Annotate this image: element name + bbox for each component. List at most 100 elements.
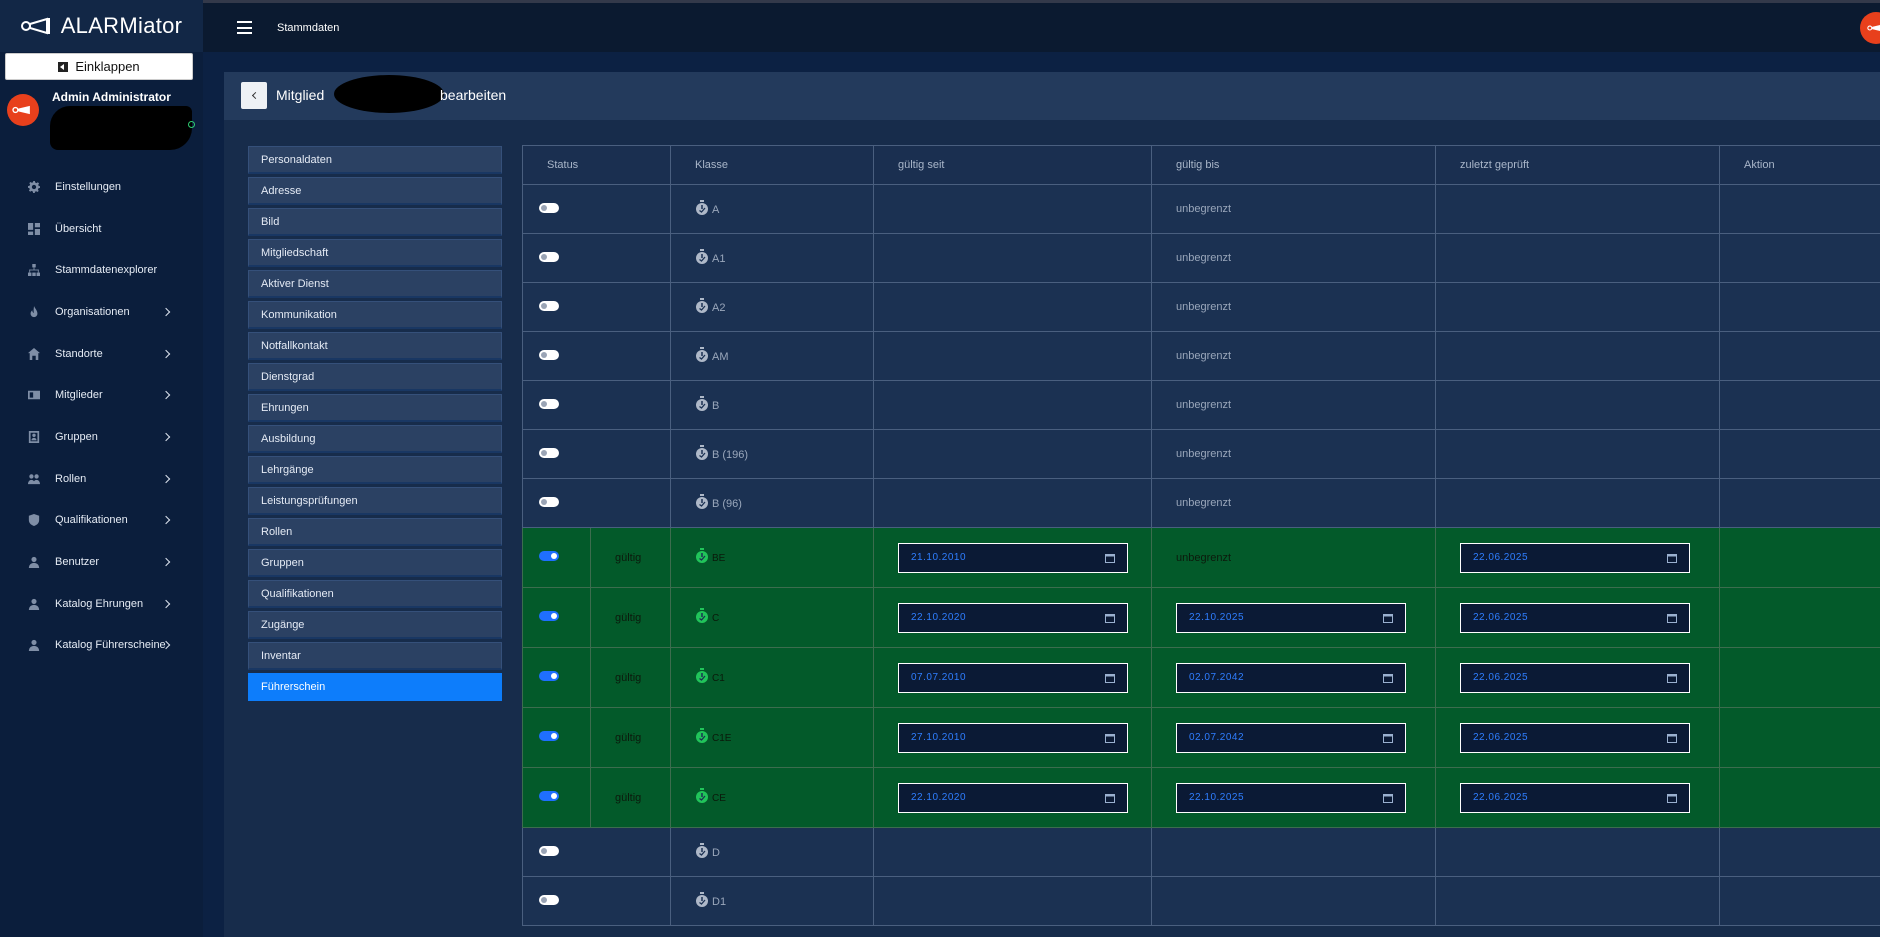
sidebar-item-katalog-ehrungen[interactable]: Katalog Ehrungen bbox=[0, 583, 203, 625]
status-toggle[interactable] bbox=[539, 398, 559, 409]
tab-inventar[interactable]: Inventar bbox=[248, 642, 502, 670]
hamburger-menu-icon[interactable] bbox=[237, 21, 252, 34]
status-cell bbox=[522, 233, 591, 283]
status-toggle[interactable] bbox=[539, 611, 559, 621]
tab-ausbildung[interactable]: Ausbildung bbox=[248, 425, 502, 453]
tab-rollen[interactable]: Rollen bbox=[248, 518, 502, 546]
tab-lehrgänge[interactable]: Lehrgänge bbox=[248, 456, 502, 484]
status-toggle[interactable] bbox=[539, 447, 559, 458]
status-toggle[interactable] bbox=[539, 349, 559, 360]
status-toggle[interactable] bbox=[539, 300, 559, 311]
gueltig-seit-input[interactable]: 22.10.2020 bbox=[898, 782, 1128, 813]
tab-notfallkontakt[interactable]: Notfallkontakt bbox=[248, 332, 502, 360]
tab-führerschein[interactable]: Führerschein bbox=[248, 673, 502, 701]
status-cell bbox=[522, 587, 591, 648]
tab-leistungsprüfungen[interactable]: Leistungsprüfungen bbox=[248, 487, 502, 515]
flame-icon bbox=[27, 305, 41, 319]
zuletzt-geprueft-input[interactable]: 22.06.2025 bbox=[1460, 542, 1690, 573]
klasse-cell: B (96) bbox=[670, 478, 874, 528]
status-toggle[interactable] bbox=[539, 202, 559, 213]
gueltig-bis-input[interactable]: 02.07.2042 bbox=[1176, 722, 1406, 753]
unlimited-label: unbegrenzt bbox=[1176, 551, 1232, 564]
seit-cell: 07.07.2010 bbox=[873, 647, 1152, 708]
sidebar-item-organisationen[interactable]: Organisationen bbox=[0, 291, 203, 333]
collapse-label: Einklappen bbox=[75, 59, 140, 74]
status-toggle[interactable] bbox=[539, 791, 559, 801]
gueltig-seit-input[interactable]: 27.10.2010 bbox=[898, 722, 1128, 753]
status-toggle[interactable] bbox=[539, 731, 559, 741]
tab-personaldaten[interactable]: Personaldaten bbox=[248, 146, 502, 174]
status-cell bbox=[522, 767, 591, 828]
gueltig-seit-input[interactable]: 22.10.2020 bbox=[898, 602, 1128, 633]
sidebar-item-label: Mitglieder bbox=[55, 389, 103, 402]
header-gueltig-seit[interactable]: gültig seit bbox=[873, 145, 1152, 185]
calendar-icon bbox=[1383, 793, 1393, 803]
tab-adresse[interactable]: Adresse bbox=[248, 177, 502, 205]
zuletzt-geprueft-input[interactable]: 22.06.2025 bbox=[1460, 662, 1690, 693]
zuletzt-geprueft-input[interactable]: 22.06.2025 bbox=[1460, 602, 1690, 633]
sidebar-item-mitglieder[interactable]: Mitglieder bbox=[0, 374, 203, 416]
table-row: A2 unbegrenzt bbox=[522, 282, 1880, 332]
avatar[interactable] bbox=[7, 94, 39, 126]
tab-gruppen[interactable]: Gruppen bbox=[248, 549, 502, 577]
seit-cell bbox=[873, 282, 1152, 332]
chevron-right-icon bbox=[161, 432, 171, 442]
tab-ehrungen[interactable]: Ehrungen bbox=[248, 394, 502, 422]
tab-mitgliedschaft[interactable]: Mitgliedschaft bbox=[248, 239, 502, 267]
klasse-cell: A2 bbox=[670, 282, 874, 332]
zuletzt-geprueft-input[interactable]: 22.06.2025 bbox=[1460, 722, 1690, 753]
status-toggle[interactable] bbox=[539, 251, 559, 262]
header-gueltig-bis[interactable]: gültig bis bbox=[1151, 145, 1436, 185]
collapse-button[interactable]: Einklappen bbox=[5, 53, 193, 80]
top-avatar[interactable] bbox=[1860, 12, 1880, 44]
tab-zugänge[interactable]: Zugänge bbox=[248, 611, 502, 639]
unlimited-label: unbegrenzt bbox=[1176, 448, 1232, 460]
gueltig-bis-input[interactable]: 02.07.2042 bbox=[1176, 662, 1406, 693]
header-klasse[interactable]: Klasse bbox=[670, 145, 874, 185]
gueltig-seit-input[interactable]: 07.07.2010 bbox=[898, 662, 1128, 693]
dashboard-icon bbox=[27, 222, 41, 236]
sidebar-item-standorte[interactable]: Standorte bbox=[0, 333, 203, 375]
status-cell bbox=[522, 380, 591, 430]
status-toggle[interactable] bbox=[539, 671, 559, 681]
action-cell bbox=[1719, 647, 1880, 708]
sidebar-item-gruppen[interactable]: Gruppen bbox=[0, 416, 203, 458]
tab-bild[interactable]: Bild bbox=[248, 208, 502, 236]
redacted-area bbox=[50, 106, 192, 150]
status-toggle[interactable] bbox=[539, 845, 559, 856]
action-cell bbox=[1719, 282, 1880, 332]
tab-dienstgrad[interactable]: Dienstgrad bbox=[248, 363, 502, 391]
horn-logo-icon bbox=[20, 17, 50, 35]
sidebar-item-rollen[interactable]: Rollen bbox=[0, 458, 203, 500]
tab-aktiver-dienst[interactable]: Aktiver Dienst bbox=[248, 270, 502, 298]
klasse-cell: AM bbox=[670, 331, 874, 381]
table-row: gültig BE 21.10.2010 unbegrenzt 22.06.2025 bbox=[522, 527, 1880, 588]
sidebar-item-übersicht[interactable]: Übersicht bbox=[0, 208, 203, 250]
gueltig-bis-input[interactable]: 22.10.2025 bbox=[1176, 602, 1406, 633]
status-toggle[interactable] bbox=[539, 894, 559, 905]
geprueft-cell bbox=[1435, 184, 1720, 234]
sidebar-item-stammdatenexplorer[interactable]: Stammdatenexplorer bbox=[0, 249, 203, 291]
header-zuletzt-geprueft[interactable]: zuletzt geprüft bbox=[1435, 145, 1720, 185]
tab-kommunikation[interactable]: Kommunikation bbox=[248, 301, 502, 329]
back-button[interactable] bbox=[241, 82, 267, 109]
topbar: Stammdaten bbox=[203, 0, 1880, 52]
app-logo[interactable]: ALARMiator bbox=[0, 0, 203, 52]
header-aktion: Aktion bbox=[1719, 145, 1880, 185]
sidebar-item-einstellungen[interactable]: Einstellungen bbox=[0, 166, 203, 208]
gueltig-bis-input[interactable]: 22.10.2025 bbox=[1176, 782, 1406, 813]
status-cell bbox=[522, 707, 591, 768]
tab-qualifikationen[interactable]: Qualifikationen bbox=[248, 580, 502, 608]
chevron-right-icon bbox=[161, 307, 171, 317]
status-toggle[interactable] bbox=[539, 551, 559, 561]
sidebar-item-qualifikationen[interactable]: Qualifikationen bbox=[0, 500, 203, 542]
gueltig-seit-input[interactable]: 21.10.2010 bbox=[898, 542, 1128, 573]
header-status[interactable]: Status bbox=[522, 145, 671, 185]
sidebar-item-katalog-führerscheine[interactable]: Katalog Führerscheine bbox=[0, 625, 203, 667]
sidebar-item-benutzer[interactable]: Benutzer bbox=[0, 541, 203, 583]
klasse-label: B (96) bbox=[712, 497, 742, 510]
zuletzt-geprueft-input[interactable]: 22.06.2025 bbox=[1460, 782, 1690, 813]
status-toggle[interactable] bbox=[539, 496, 559, 507]
calendar-icon bbox=[1667, 553, 1677, 563]
validity-cell bbox=[590, 429, 671, 479]
